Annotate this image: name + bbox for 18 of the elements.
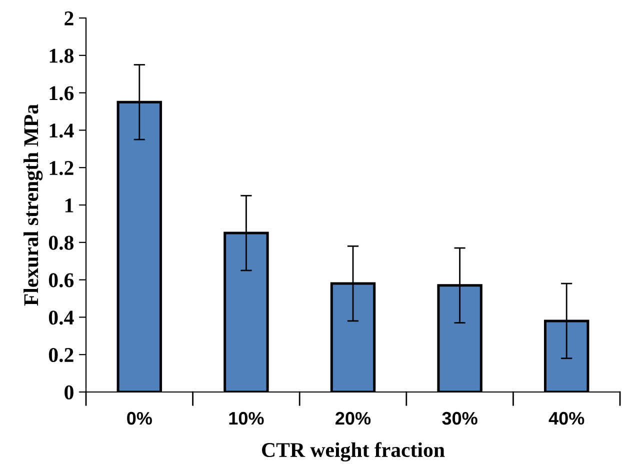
- y-tick-label: 1.2: [50, 161, 74, 176]
- y-tick-label: 0.4: [48, 310, 74, 325]
- x-axis-title: CTR weight fraction: [262, 442, 445, 462]
- x-tick-label: 20%: [336, 412, 371, 425]
- y-tick-label: 1.4: [50, 124, 74, 138]
- y-tick-label: 0.8: [48, 236, 74, 250]
- y-tick-label: 1.8: [50, 48, 74, 63]
- y-tick-label: 1: [65, 198, 74, 212]
- x-tick-label: 0%: [127, 412, 152, 425]
- y-tick-label: 0: [64, 385, 74, 400]
- y-tick-label: 0.6: [48, 273, 74, 288]
- x-tick-label: 10%: [229, 412, 264, 425]
- x-tick-label: 30%: [442, 412, 478, 425]
- y-axis-title: Flexural strength MPa: [24, 104, 43, 306]
- y-tick-label: 2: [64, 11, 74, 26]
- y-tick-label: 1.6: [50, 86, 74, 100]
- y-tick-label: 0.2: [48, 348, 74, 362]
- x-tick-label: 40%: [548, 412, 584, 425]
